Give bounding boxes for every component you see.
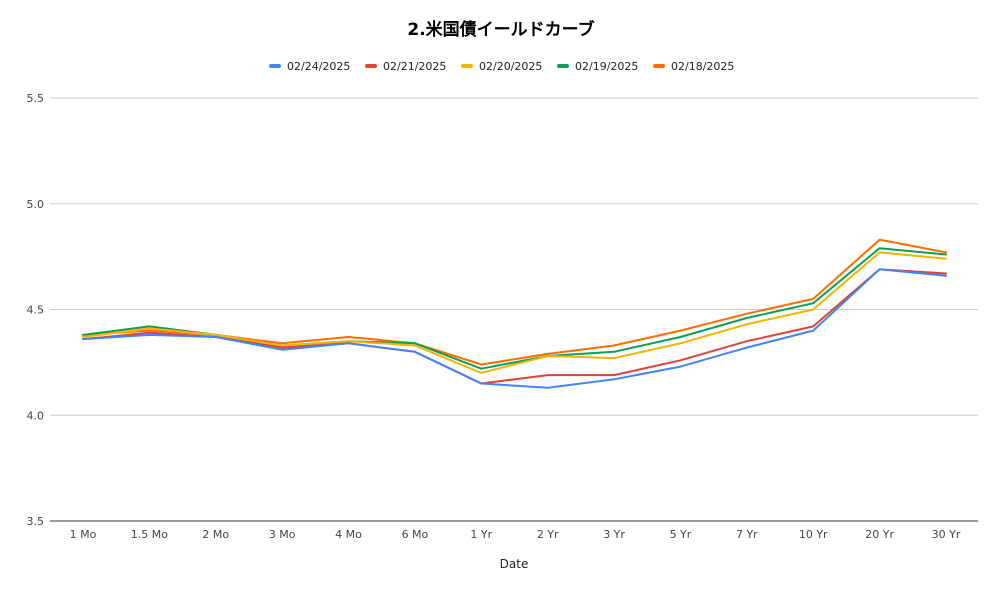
legend-swatch bbox=[557, 64, 569, 68]
y-tick-label: 5.0 bbox=[27, 198, 45, 211]
x-tick-label: 2 Mo bbox=[202, 528, 229, 541]
x-tick-label: 5 Yr bbox=[670, 528, 692, 541]
y-tick-label: 4.0 bbox=[27, 409, 45, 422]
legend-label: 02/21/2025 bbox=[383, 60, 446, 73]
x-tick-label: 1 Yr bbox=[470, 528, 492, 541]
y-tick-label: 3.5 bbox=[27, 515, 45, 528]
x-tick-label: 2 Yr bbox=[537, 528, 559, 541]
legend-swatch bbox=[269, 64, 281, 68]
x-tick-label: 30 Yr bbox=[932, 528, 961, 541]
chart-legend: 02/24/2025 02/21/2025 02/20/2025 02/19/2025… bbox=[269, 60, 734, 73]
y-tick-label: 4.5 bbox=[27, 304, 45, 317]
legend-swatch bbox=[365, 64, 377, 68]
x-tick-label: 3 Mo bbox=[269, 528, 296, 541]
series-line-02-20-2025 bbox=[82, 251, 947, 374]
x-tick-label: 1.5 Mo bbox=[131, 528, 168, 541]
legend-label: 02/24/2025 bbox=[287, 60, 350, 73]
x-tick-label: 6 Mo bbox=[402, 528, 429, 541]
x-axis-label: Date bbox=[500, 557, 529, 571]
y-axis-tick-labels: 3.5 4.0 4.5 5.0 5.5 bbox=[27, 92, 45, 528]
legend-swatch bbox=[653, 64, 665, 68]
x-tick-label: 10 Yr bbox=[799, 528, 828, 541]
chart-title: 2.米国債イールドカーブ bbox=[407, 19, 594, 40]
gridlines bbox=[50, 97, 978, 522]
x-axis-tick-labels: 1 Mo 1.5 Mo 2 Mo 3 Mo 4 Mo 6 Mo 1 Yr 2 Yr 3 Yr 5 … bbox=[70, 528, 961, 541]
legend-label: 02/20/2025 bbox=[479, 60, 542, 73]
legend-label: 02/19/2025 bbox=[575, 60, 638, 73]
legend-label: 02/18/2025 bbox=[671, 60, 734, 73]
series-lines bbox=[82, 238, 947, 389]
x-tick-label: 7 Yr bbox=[736, 528, 758, 541]
y-tick-label: 5.5 bbox=[27, 92, 45, 105]
series-line-02-24-2025 bbox=[82, 268, 947, 389]
legend-swatch bbox=[461, 64, 473, 68]
x-tick-label: 20 Yr bbox=[865, 528, 894, 541]
x-tick-label: 1 Mo bbox=[70, 528, 97, 541]
x-tick-label: 3 Yr bbox=[603, 528, 625, 541]
x-tick-label: 4 Mo bbox=[335, 528, 362, 541]
